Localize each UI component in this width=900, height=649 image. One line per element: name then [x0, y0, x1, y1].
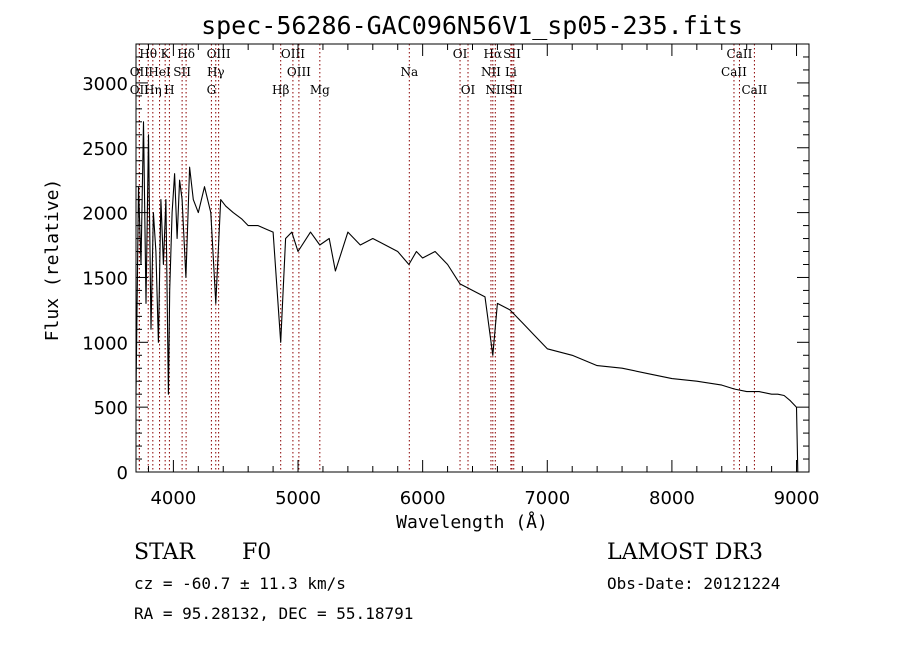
spectral-line-label: Hβ — [272, 83, 289, 97]
y-tick-label: 500 — [94, 398, 128, 419]
spectral-line-label: Hη — [144, 83, 162, 97]
object-class: STAR — [134, 540, 195, 565]
spectral-line-label: HeI — [148, 65, 171, 79]
x-tick-label: 7000 — [524, 488, 570, 509]
x-tick-label: 4000 — [150, 488, 196, 509]
spectral-line-label: OIII — [281, 47, 305, 61]
spectral-line-label: Hδ — [177, 47, 195, 61]
redshift-value: cz = -60.7 ± 11.3 km/s — [134, 574, 346, 593]
spectral-line-label: Li — [505, 65, 517, 79]
x-axis-label: Wavelength (Å) — [396, 511, 548, 533]
spectral-line-label: G — [207, 83, 217, 97]
spectral-line-label: NII — [481, 65, 501, 79]
y-tick-label: 0 — [117, 463, 128, 484]
plot-frame — [135, 43, 810, 473]
spectral-line-label: Mg — [310, 83, 330, 97]
coordinates: RA = 95.28132, DEC = 55.18791 — [134, 604, 414, 623]
spectral-line-label: OII — [130, 83, 150, 97]
spectral-line-label: CaII — [727, 47, 753, 61]
spectral-line-label: OIII — [207, 47, 231, 61]
chart-title: spec-56286-GAC096N56V1_sp05-235.fits — [201, 11, 743, 40]
object-subclass: F0 — [242, 540, 272, 565]
spectral-line-label: OI — [453, 47, 468, 61]
spectral-line-label: SII — [505, 83, 523, 97]
y-tick-label: 2500 — [82, 139, 128, 160]
obs-date: Obs-Date: 20121224 — [607, 574, 781, 593]
spectral-line-label: NII — [485, 83, 505, 97]
y-tick-label: 2000 — [82, 204, 128, 225]
spectral-line-label: Hγ — [207, 65, 225, 79]
y-axis-label: Flux (relative) — [42, 179, 63, 342]
spectral-line-label: H — [164, 83, 174, 97]
spectral-line-label: Na — [400, 65, 418, 79]
spectral-line-label: Hα — [484, 47, 503, 61]
spectral-line-label: K — [161, 47, 171, 61]
spectral-line-label: OI — [461, 83, 476, 97]
y-tick-label: 1500 — [82, 268, 128, 289]
spectral-line-label: OIII — [287, 65, 311, 79]
spectral-line-label: SII — [503, 47, 521, 61]
x-tick-label: 8000 — [649, 488, 695, 509]
spectrum-trace — [135, 121, 799, 473]
x-tick-label: 5000 — [275, 488, 321, 509]
y-tick-label: 1000 — [82, 333, 128, 354]
survey-name: LAMOST DR3 — [607, 540, 763, 565]
y-tick-label: 3000 — [82, 74, 128, 95]
x-tick-label: 9000 — [774, 488, 820, 509]
spectral-line-label: SII — [173, 65, 191, 79]
spectral-line-label: CaII — [721, 65, 747, 79]
axis-ticks: 4000 5000 6000 7000 8000 9000 0 500 1000 1500 2000… — [82, 43, 820, 509]
x-tick-label: 6000 — [400, 488, 446, 509]
spectral-line-label: CaII — [741, 83, 767, 97]
